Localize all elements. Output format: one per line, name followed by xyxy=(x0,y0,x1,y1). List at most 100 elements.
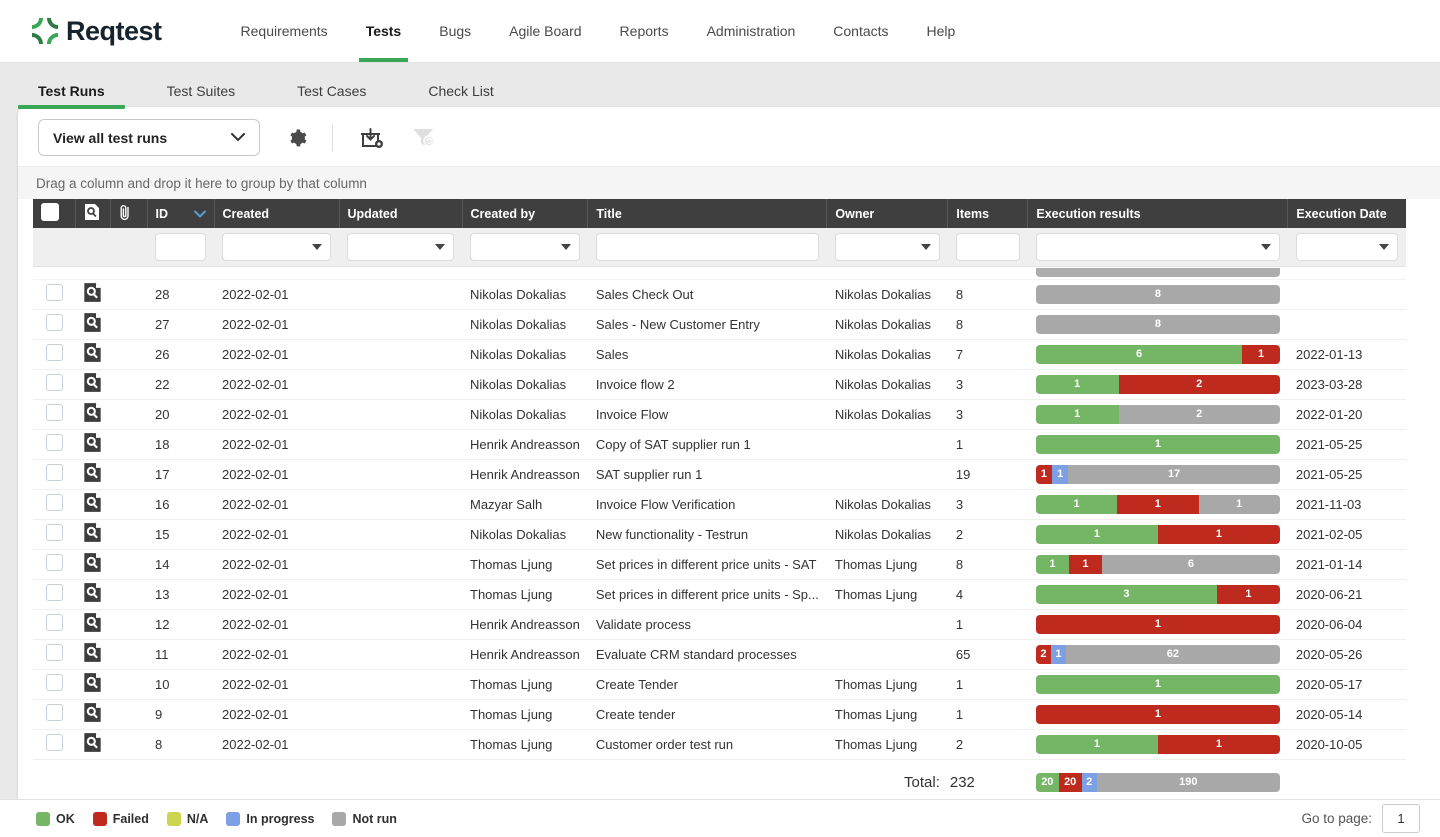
nav-item-bugs[interactable]: Bugs xyxy=(439,23,472,39)
row-checkbox[interactable] xyxy=(45,644,63,661)
select-all-header[interactable] xyxy=(33,199,76,228)
preview-doc-icon[interactable] xyxy=(83,672,102,693)
row-title: Invoice Flow xyxy=(587,399,827,430)
row-checkbox[interactable] xyxy=(45,434,63,451)
view-filter-select[interactable]: View all test runs xyxy=(38,119,260,156)
preview-doc-icon[interactable] xyxy=(83,552,102,573)
column-header-items[interactable]: Items xyxy=(947,199,1029,228)
filter-execution-date-combo[interactable] xyxy=(1295,232,1398,261)
tab-check-list[interactable]: Check List xyxy=(428,83,494,99)
execution-segment-ok: 20 xyxy=(1035,772,1059,792)
test-run-row[interactable]: 17 2022-02-01 Henrik Andreasson SAT supp… xyxy=(33,459,1406,490)
filter-execution-results-combo[interactable] xyxy=(1035,232,1280,261)
row-items: 65 xyxy=(947,639,1028,670)
test-run-row[interactable]: 20 2022-02-01 Nikolas Dokalias Invoice F… xyxy=(33,399,1406,430)
preview-doc-icon[interactable] xyxy=(83,342,102,363)
nav-item-help[interactable]: Help xyxy=(926,23,956,39)
test-run-row[interactable]: 14 2022-02-01 Thomas Ljung Set prices in… xyxy=(33,549,1406,580)
preview-doc-icon[interactable] xyxy=(83,582,102,603)
filter-items-input[interactable] xyxy=(955,232,1020,261)
test-run-row[interactable]: 22 2022-02-01 Nikolas Dokalias Invoice f… xyxy=(33,369,1406,400)
column-header-id[interactable]: ID xyxy=(147,199,215,228)
filter-id-input[interactable] xyxy=(155,232,206,261)
row-checkbox[interactable] xyxy=(45,404,63,421)
tab-test-runs[interactable]: Test Runs xyxy=(18,77,125,109)
column-header-updated[interactable]: Updated xyxy=(339,199,463,228)
settings-gear-icon[interactable] xyxy=(286,127,308,149)
row-checkbox[interactable] xyxy=(45,374,63,391)
row-checkbox[interactable] xyxy=(45,584,63,601)
import-test-run-icon[interactable] xyxy=(359,126,385,150)
filter-title-input[interactable] xyxy=(595,232,819,261)
preview-doc-icon[interactable] xyxy=(83,612,102,633)
test-run-row[interactable]: 9 2022-02-01 Thomas Ljung Create tender … xyxy=(33,699,1406,730)
test-run-row[interactable]: 13 2022-02-01 Thomas Ljung Set prices in… xyxy=(33,579,1406,610)
test-run-row[interactable]: 18 2022-02-01 Henrik Andreasson Copy of … xyxy=(33,429,1406,460)
row-checkbox[interactable] xyxy=(45,554,63,571)
test-run-row[interactable]: 12 2022-02-01 Henrik Andreasson Validate… xyxy=(33,609,1406,640)
preview-doc-icon[interactable] xyxy=(83,282,102,303)
row-owner: Nikolas Dokalias xyxy=(826,279,948,310)
test-run-row[interactable]: 8 2022-02-01 Thomas Ljung Customer order… xyxy=(33,729,1406,760)
nav-item-reports[interactable]: Reports xyxy=(619,23,669,39)
test-run-row[interactable]: 27 2022-02-01 Nikolas Dokalias Sales - N… xyxy=(33,309,1406,340)
row-execution-date: 2022-01-20 xyxy=(1287,399,1406,430)
select-all-checkbox[interactable] xyxy=(41,203,59,221)
row-checkbox[interactable] xyxy=(45,614,63,631)
column-header-created-by[interactable]: Created by xyxy=(462,199,589,228)
tab-test-suites[interactable]: Test Suites xyxy=(166,83,236,99)
preview-doc-icon[interactable] xyxy=(83,732,102,753)
preview-doc-icon[interactable] xyxy=(83,702,102,723)
filter-updated-combo[interactable] xyxy=(347,232,454,261)
row-id: 18 xyxy=(147,429,214,460)
tab-test-cases[interactable]: Test Cases xyxy=(297,83,367,99)
nav-item-requirements[interactable]: Requirements xyxy=(240,23,328,39)
preview-doc-icon[interactable] xyxy=(83,312,102,333)
row-updated xyxy=(339,669,462,700)
test-run-row[interactable]: 15 2022-02-01 Nikolas Dokalias New funct… xyxy=(33,519,1406,550)
nav-item-contacts[interactable]: Contacts xyxy=(833,23,889,39)
row-owner xyxy=(826,429,948,460)
row-checkbox[interactable] xyxy=(45,344,63,361)
go-to-page-input[interactable] xyxy=(1382,804,1420,833)
column-header-execution-date[interactable]: Execution Date xyxy=(1287,199,1406,228)
preview-doc-icon[interactable] xyxy=(83,522,102,543)
nav-item-administration[interactable]: Administration xyxy=(706,23,796,39)
filter-icon[interactable] xyxy=(411,127,435,149)
preview-doc-icon[interactable] xyxy=(83,492,102,513)
filter-owner-combo[interactable] xyxy=(834,232,940,261)
filter-created-by-combo[interactable] xyxy=(470,232,580,261)
row-checkbox[interactable] xyxy=(45,524,63,541)
row-checkbox[interactable] xyxy=(45,284,63,301)
column-header-execution-results[interactable]: Execution results xyxy=(1027,199,1289,228)
go-to-page-label: Go to page: xyxy=(1301,811,1372,826)
test-run-row[interactable]: 28 2022-02-01 Nikolas Dokalias Sales Che… xyxy=(33,279,1406,310)
test-runs-table: ID Created Updated Created by Title Owne… xyxy=(33,199,1406,805)
row-checkbox[interactable] xyxy=(45,314,63,331)
preview-doc-icon[interactable] xyxy=(83,432,102,453)
row-id: 12 xyxy=(147,609,214,640)
column-header-title[interactable]: Title xyxy=(587,199,828,228)
brand-logo[interactable]: Reqtest xyxy=(30,16,162,47)
preview-doc-icon[interactable] xyxy=(83,402,102,423)
row-checkbox[interactable] xyxy=(45,704,63,721)
column-header-owner[interactable]: Owner xyxy=(826,199,949,228)
row-checkbox[interactable] xyxy=(45,674,63,691)
test-run-row[interactable]: 11 2022-02-01 Henrik Andreasson Evaluate… xyxy=(33,639,1406,670)
preview-doc-icon[interactable] xyxy=(83,372,102,393)
row-checkbox[interactable] xyxy=(45,734,63,751)
column-header-created[interactable]: Created xyxy=(214,199,340,228)
preview-doc-icon[interactable] xyxy=(83,642,102,663)
row-created-by: Henrik Andreasson xyxy=(462,459,588,490)
group-by-dropzone[interactable]: Drag a column and drop it here to group … xyxy=(18,166,1440,199)
test-run-row[interactable]: 10 2022-02-01 Thomas Ljung Create Tender… xyxy=(33,669,1406,700)
test-run-row[interactable]: 26 2022-02-01 Nikolas Dokalias Sales Nik… xyxy=(33,339,1406,370)
nav-item-agile-board[interactable]: Agile Board xyxy=(509,23,582,39)
row-checkbox[interactable] xyxy=(45,464,63,481)
nav-item-tests[interactable]: Tests xyxy=(347,0,421,62)
filter-created-combo[interactable] xyxy=(222,232,331,261)
preview-doc-icon[interactable] xyxy=(83,462,102,483)
test-run-row[interactable]: 16 2022-02-01 Mazyar Salh Invoice Flow V… xyxy=(33,489,1406,520)
row-checkbox[interactable] xyxy=(45,494,63,511)
